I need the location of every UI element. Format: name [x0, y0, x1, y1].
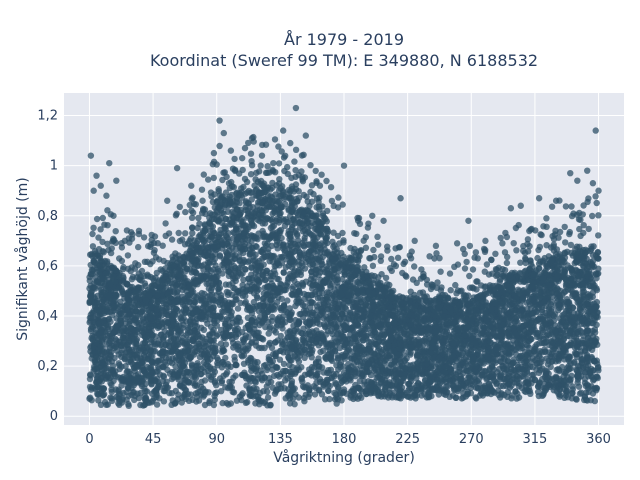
data-point	[254, 216, 261, 223]
data-point	[219, 399, 226, 407]
data-point	[180, 321, 187, 328]
data-point	[263, 366, 271, 374]
data-point	[184, 265, 191, 273]
data-point	[550, 317, 558, 324]
data-point	[109, 362, 117, 370]
data-point	[169, 368, 176, 376]
data-point	[211, 392, 218, 400]
data-point	[217, 340, 225, 347]
data-point	[279, 325, 286, 332]
data-point	[264, 394, 272, 401]
data-point	[107, 379, 114, 387]
data-point	[274, 364, 281, 371]
chart-title: År 1979 - 2019	[284, 30, 404, 49]
data-point	[309, 309, 316, 316]
data-point	[535, 383, 542, 390]
chart-subtitle: Koordinat (Sweref 99 TM): E 349880, N 61…	[150, 51, 538, 70]
data-point	[414, 348, 421, 356]
data-point	[308, 354, 315, 361]
data-point	[122, 363, 129, 370]
data-point	[267, 297, 274, 304]
data-point	[198, 324, 205, 331]
data-point	[316, 254, 323, 261]
data-point	[594, 365, 602, 372]
data-point	[95, 397, 102, 404]
data-point	[253, 243, 260, 250]
data-point	[272, 388, 280, 395]
data-point	[220, 361, 228, 368]
data-point	[562, 322, 569, 329]
data-point	[407, 351, 414, 358]
data-point	[311, 391, 319, 398]
data-point	[242, 265, 249, 273]
data-point	[225, 384, 232, 392]
data-point	[244, 398, 251, 406]
data-point	[248, 220, 256, 227]
data-point	[229, 280, 236, 287]
data-point	[222, 354, 229, 362]
data-point	[292, 302, 299, 310]
data-point	[555, 357, 562, 364]
data-point	[566, 353, 573, 361]
data-point	[138, 382, 146, 390]
data-point	[198, 378, 205, 386]
data-point	[161, 384, 169, 391]
data-point	[223, 315, 230, 323]
data-point	[240, 276, 247, 283]
data-point	[573, 396, 580, 403]
data-point	[185, 379, 192, 386]
data-point	[119, 288, 126, 296]
data-point	[320, 314, 327, 322]
data-point	[172, 363, 179, 370]
data-point	[328, 327, 335, 335]
data-point	[339, 320, 347, 328]
data-point	[538, 308, 546, 316]
data-point	[204, 264, 211, 271]
data-point	[101, 398, 109, 406]
data-point	[222, 371, 230, 378]
data-point	[121, 356, 128, 363]
data-point	[160, 398, 168, 405]
data-point	[360, 280, 367, 287]
data-point	[277, 332, 284, 340]
data-point	[224, 291, 232, 298]
data-point	[274, 337, 281, 344]
data-point	[356, 378, 363, 385]
data-point	[286, 400, 294, 407]
data-point	[116, 365, 123, 373]
data-points	[86, 104, 602, 409]
data-point	[277, 347, 285, 354]
data-point	[325, 387, 332, 394]
data-point	[222, 281, 229, 288]
data-point	[269, 218, 276, 225]
